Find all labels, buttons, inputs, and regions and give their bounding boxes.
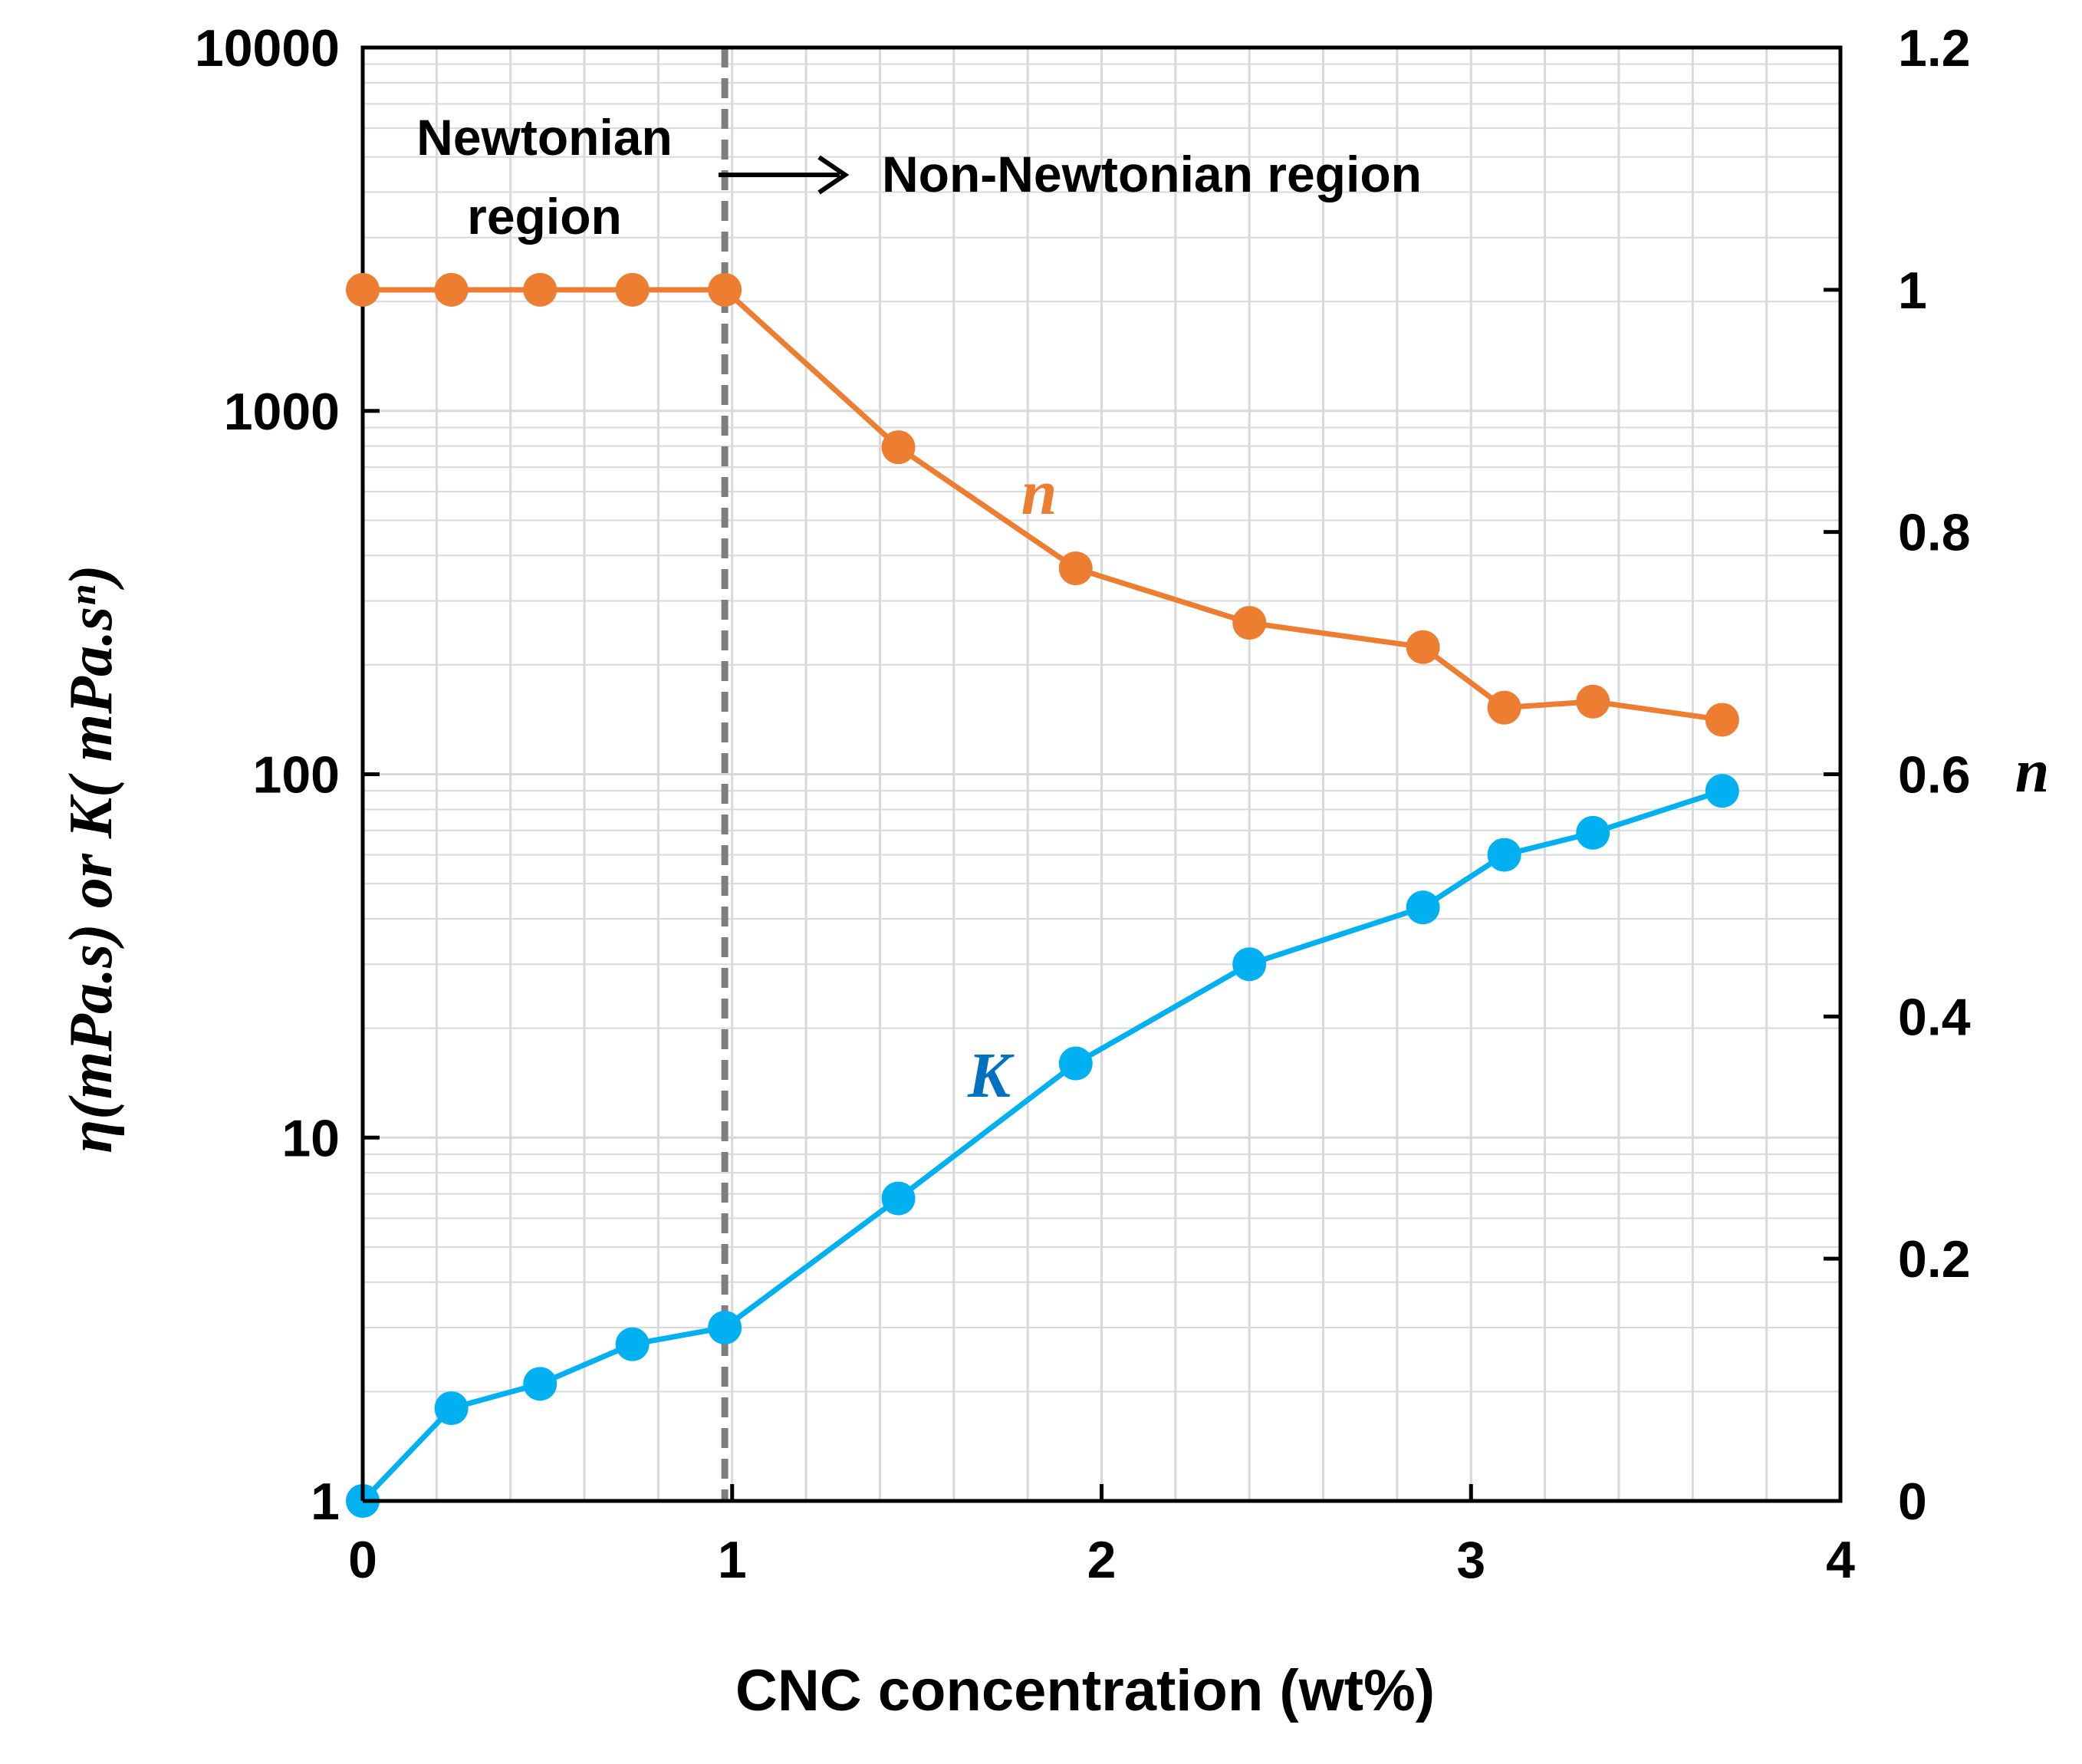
data-point-k [1058, 1046, 1093, 1081]
data-point-n [523, 272, 558, 307]
data-point-n [1576, 684, 1610, 719]
x-tick-label: 3 [1456, 1531, 1485, 1589]
grid-lines [363, 46, 1840, 1502]
y-left-tick-label: 100 [253, 746, 340, 805]
x-tick-label: 4 [1826, 1531, 1855, 1589]
data-point-n [434, 272, 469, 307]
y-left-tick-label: 1000 [224, 383, 340, 441]
data-point-n [1487, 690, 1521, 725]
x-tick-label: 0 [348, 1531, 377, 1589]
y-right-axis-title: n [2015, 738, 2050, 805]
x-tick-label: 2 [1087, 1531, 1117, 1589]
series-k [346, 774, 1739, 1518]
non-newtonian-label: Non-Newtonian region [882, 146, 1422, 202]
data-point-n [346, 272, 380, 307]
data-point-k [1232, 947, 1267, 982]
data-point-n [1406, 630, 1440, 664]
y-right-tick-label: 0.6 [1898, 746, 1971, 805]
data-point-n [881, 430, 916, 465]
y-right-tick-label: 0.4 [1898, 988, 1971, 1046]
y-right-tick-label: 0 [1898, 1473, 1927, 1531]
data-point-n [1232, 606, 1267, 640]
data-point-k [1705, 774, 1739, 808]
y-right-tick-label: 0.8 [1898, 504, 1971, 562]
data-point-n [1705, 703, 1739, 737]
y-right-tick-label: 1.2 [1898, 19, 1971, 77]
data-point-k [1487, 838, 1521, 872]
data-point-k [881, 1181, 916, 1216]
data-point-n [615, 272, 650, 307]
x-tick-label: 1 [718, 1531, 747, 1589]
x-axis-title: CNC concentration (wt%) [735, 1658, 1435, 1723]
data-point-n [708, 272, 742, 307]
newtonian-label-line2: region [467, 188, 622, 245]
data-point-k [708, 1310, 742, 1344]
data-point-n [1058, 551, 1093, 586]
newtonian-label-line1: Newtonian [416, 109, 673, 166]
y-right-tick-label: 0.2 [1898, 1230, 1971, 1288]
series-line-k [360, 788, 1723, 1503]
data-point-k [523, 1367, 558, 1401]
y-left-axis-title: η(mPa.s) or K( mPa.sⁿ) [58, 564, 125, 1153]
y-left-tick-label: 1 [311, 1473, 340, 1531]
data-point-k [1576, 815, 1610, 850]
data-series [346, 272, 1739, 1518]
data-point-k [434, 1391, 469, 1426]
data-point-k [615, 1327, 650, 1361]
series-label-k: K [967, 1040, 1015, 1111]
arrow-icon [719, 155, 850, 195]
series-n [346, 272, 1739, 737]
series-label-n: n [1021, 457, 1057, 528]
data-point-k [1406, 890, 1440, 925]
y-right-tick-label: 1 [1898, 262, 1927, 320]
y-left-tick-label: 10 [281, 1109, 340, 1167]
y-left-tick-label: 10000 [195, 19, 340, 77]
